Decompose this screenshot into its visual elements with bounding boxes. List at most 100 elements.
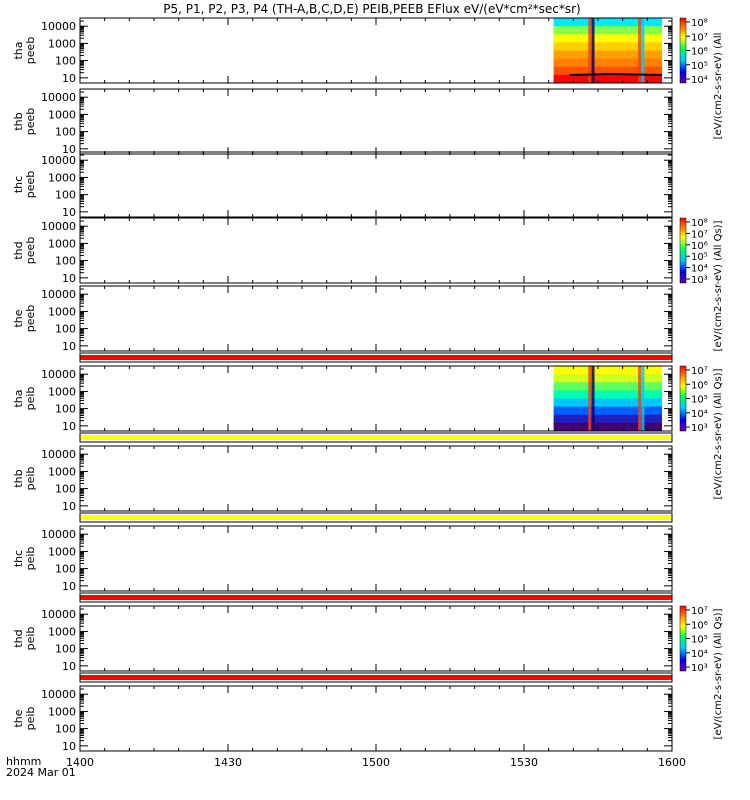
heatmap-cell (553, 50, 662, 60)
y-tick-label: 10 (62, 580, 76, 593)
y-tick-label: 10000 (41, 608, 76, 621)
panel-frame (79, 88, 673, 155)
x-tick-label: 1400 (66, 756, 94, 769)
panel-label-product: peib (24, 387, 37, 411)
y-tick-label: 10 (62, 660, 76, 673)
panel-label-probe: thc (12, 176, 25, 193)
status-bar (80, 595, 672, 600)
colorbar-tick-label: 10⁶ (691, 47, 708, 58)
heatmap-cell (553, 58, 662, 68)
x-tick-label: 1600 (658, 756, 686, 769)
colorbar-0: 10⁸ 10⁷ 10⁶ 10⁵ 10⁴ [eV/(cm2-s-sr-eV) (All (679, 17, 724, 140)
y-tick-label: 10 (62, 72, 76, 85)
colorbar-tick-label: 10⁵ (691, 395, 708, 406)
panel-label-product: peib (24, 467, 37, 491)
panel-label-product: peeb (24, 108, 37, 136)
heatmap-tha-peib (553, 366, 662, 432)
status-bar (80, 355, 672, 360)
colorbar-tick-label: 10³ (691, 423, 708, 434)
heatmap-cell (553, 374, 662, 383)
y-tick-label: 100 (55, 643, 76, 656)
status-bar-frame (79, 672, 673, 683)
heatmap-trace (569, 72, 663, 76)
y-tick-label: 1000 (48, 385, 76, 398)
y-tick-label: 1000 (48, 625, 76, 638)
heatmap-streak (641, 18, 645, 83)
x-tick-label: 1530 (510, 756, 538, 769)
heatmap-cell (553, 74, 662, 84)
y-tick-label: 10000 (41, 368, 76, 381)
heatmap-cell (553, 414, 662, 424)
panel-frame (79, 285, 673, 352)
colorbar-tick-label: 10⁷ (691, 606, 708, 617)
y-tick-label: 1000 (48, 465, 76, 478)
y-tick-label: 1000 (48, 237, 76, 250)
y-tick-label: 10 (62, 500, 76, 513)
panel-tha-peeb: 10 100 1000 10000 tha peeb (12, 17, 673, 85)
heatmap-streak (638, 18, 642, 83)
x-tick-label: 1430 (214, 756, 242, 769)
panel-label-probe: tha (12, 389, 25, 407)
panel-thd-peib: 10 100 1000 10000 thd peib (12, 605, 673, 683)
panel-label-probe: thb (12, 469, 25, 487)
heatmap-cell (553, 422, 662, 432)
colorbar-tick-label: 10⁴ (691, 264, 708, 275)
panel-label-probe: thc (12, 550, 25, 567)
panel-frame (79, 151, 673, 218)
panel-label-product: peeb (24, 171, 37, 199)
y-tick-label: 100 (55, 189, 76, 202)
heatmap-streak (641, 366, 645, 431)
y-tick-label: 10000 (41, 688, 76, 701)
colorbar-tick-label: 10⁸ (691, 18, 708, 29)
status-bar-frame (79, 512, 673, 523)
panel-label-probe: thd (12, 241, 25, 259)
colorbar-tick-label: 10³ (691, 663, 708, 674)
panel-frame (79, 685, 673, 752)
panel-thc-peeb: 10 100 1000 10000 thc peeb (12, 151, 673, 219)
status-bar (80, 435, 672, 440)
y-tick-label: 10 (62, 272, 76, 285)
heatmap-cell (553, 406, 662, 416)
colorbar-unit-label: [eV/(cm2-s-sr-eV) (All Qs)] (713, 608, 724, 739)
y-tick-label: 100 (55, 723, 76, 736)
panel-label-product: peeb (24, 305, 37, 333)
heatmap-cell (553, 398, 662, 408)
colorbar-tick-label: 10⁶ (691, 620, 708, 631)
heatmap-tha-peeb (553, 18, 663, 84)
heatmap-cell (553, 34, 662, 43)
panel-the-peeb: 10 100 1000 10000 the peeb (12, 285, 673, 363)
status-bar-frame (79, 352, 673, 363)
colorbar-scale (679, 17, 687, 84)
panel-label-product: peeb (24, 237, 37, 265)
panel-tha-peib: 10 100 1000 10000 tha peib (12, 365, 673, 443)
y-tick-label: 100 (55, 563, 76, 576)
colorbar-tick-label: 10⁵ (691, 61, 708, 72)
colorbar-2: 10⁷ 10⁶ 10⁵ 10⁴ 10³ [eV/(cm2-s-sr-eV) (All Qs… (679, 365, 724, 499)
status-bar (80, 675, 672, 680)
heatmap-cell (553, 26, 662, 35)
heatmap-streak (591, 366, 595, 431)
heatmap-streak (591, 18, 595, 83)
panel-label-product: peib (24, 627, 37, 651)
colorbar-tick-label: 10⁴ (691, 409, 708, 420)
panel-label-product: peeb (24, 37, 37, 65)
colorbar-tick-label: 10⁵ (691, 635, 708, 646)
colorbar-tick-label: 10⁸ (691, 218, 708, 229)
y-tick-label: 1000 (48, 171, 76, 184)
figure-title: P5, P1, P2, P3, P4 (TH-A,B,C,D,E) PEIB,P… (163, 2, 580, 16)
y-tick-label: 100 (55, 255, 76, 268)
panel-label-product: peib (24, 547, 37, 571)
colorbar-tick-label: 10⁴ (691, 75, 708, 86)
x-axis-label: hhmm (6, 755, 41, 768)
colorbar-scale (679, 605, 687, 672)
status-bar (80, 515, 672, 520)
y-tick-label: 10000 (41, 91, 76, 104)
y-tick-label: 100 (55, 323, 76, 336)
colorbar-unit-label: [eV/(cm2-s-sr-eV) (All (713, 33, 724, 140)
y-tick-label: 1000 (48, 705, 76, 718)
heatmap-cell (553, 66, 662, 76)
y-tick-label: 100 (55, 403, 76, 416)
y-tick-label: 100 (55, 55, 76, 68)
